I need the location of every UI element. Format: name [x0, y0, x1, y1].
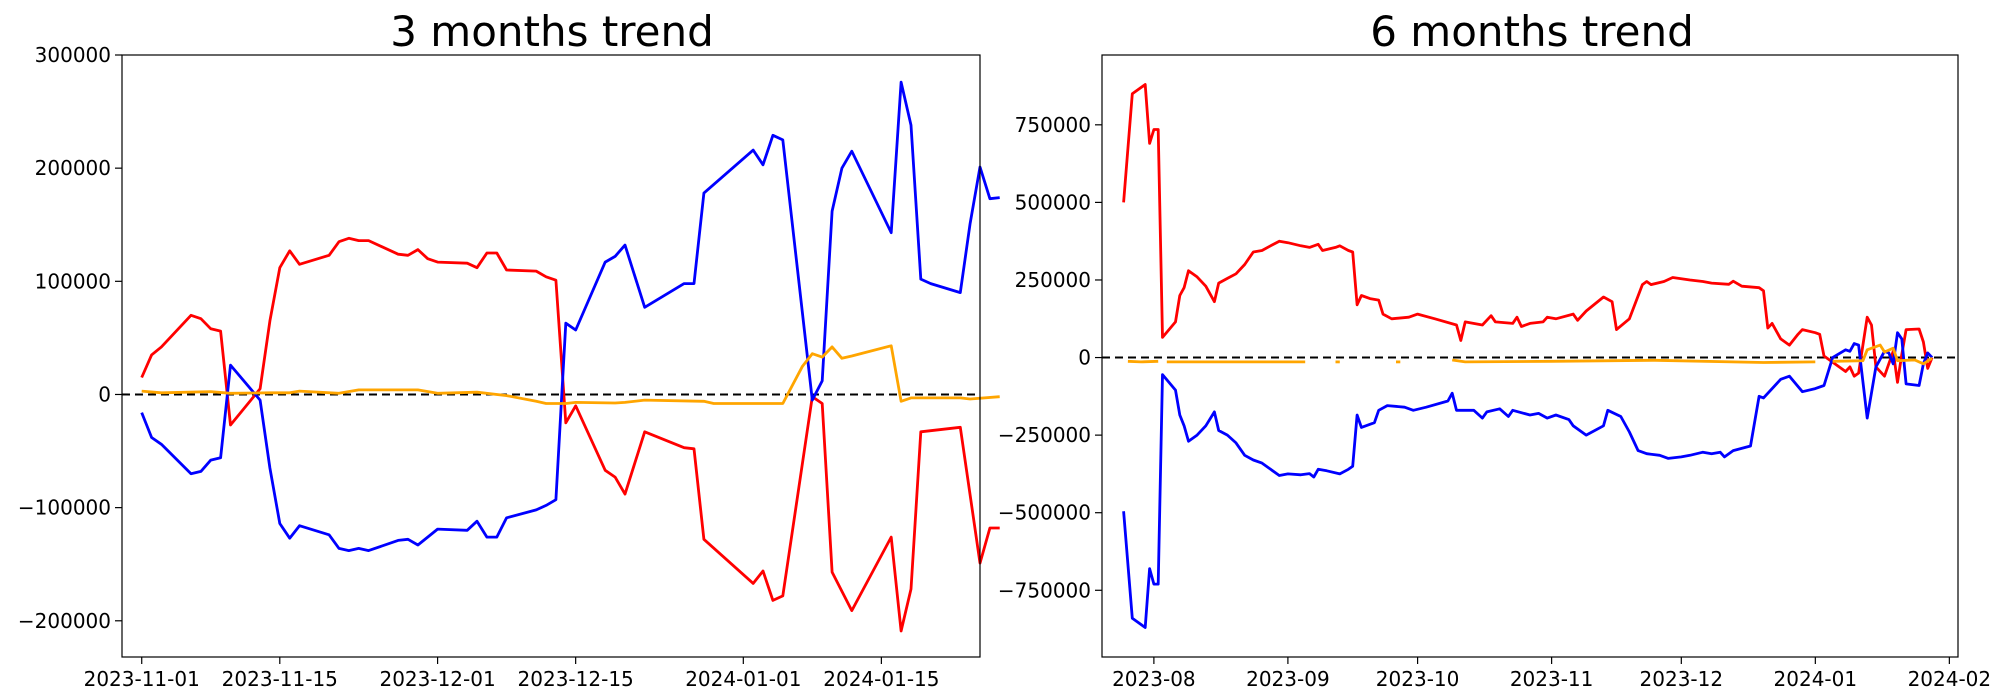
series-line-0 [140, 236, 1000, 633]
x-tick-label: 2023-11 [1510, 667, 1594, 691]
panel-6-months: 6 months trend −750000 −500000 −250000 0 250… [998, 7, 1991, 691]
y-tick-label: 0 [1078, 346, 1091, 370]
x-tick-label: 2023-10 [1376, 667, 1460, 691]
x-tick-label: 2023-12-01 [379, 667, 495, 691]
series-line-1 [1122, 331, 1934, 629]
chart-title: 3 months trend [390, 7, 714, 56]
x-tick-label: 2024-01-01 [685, 667, 801, 691]
chart-title: 6 months trend [1370, 7, 1694, 56]
series-line-2-segment-4 [1451, 358, 1816, 364]
y-tick-label: 100000 [35, 269, 111, 293]
x-tick-label: 2024-02 [1908, 667, 1992, 691]
plot-frame [1101, 54, 1959, 658]
x-tick-label: 2023-11-01 [84, 667, 200, 691]
y-tick-label: 500000 [1015, 190, 1091, 214]
y-tick-label: −100000 [18, 496, 111, 520]
x-tick-label: 2023-12-15 [518, 667, 634, 691]
x-tick-label: 2023-11-15 [222, 667, 338, 691]
y-tick-label: 300000 [35, 43, 111, 67]
series-line-2-segment-5 [1832, 343, 1933, 366]
y-tick-label: −250000 [998, 423, 1091, 447]
series-line-2-segment-0 [1127, 359, 1159, 364]
x-tick-label: 2024-01 [1774, 667, 1858, 691]
y-tick-label: 0 [98, 382, 111, 406]
y-tick-label: 750000 [1015, 113, 1091, 137]
y-tick-label: −500000 [998, 501, 1091, 525]
series-line-2 [141, 344, 1000, 405]
series-line-1 [140, 80, 1000, 552]
plot-frame [121, 54, 981, 658]
series-line-0 [1122, 83, 1934, 384]
x-tick-label: 2023-08 [1112, 667, 1196, 691]
y-tick-label: 200000 [35, 156, 111, 180]
x-tick-label: 2024-01-15 [823, 667, 939, 691]
y-tick-label: −200000 [18, 609, 111, 633]
x-tick-label: 2023-09 [1246, 667, 1330, 691]
panel-3-months: 3 months trend −200000 −100000 0 100000 2000… [18, 7, 1000, 691]
x-tick-label: 2023-12 [1640, 667, 1724, 691]
y-tick-label: −750000 [998, 578, 1091, 602]
y-tick-label: 250000 [1015, 268, 1091, 292]
